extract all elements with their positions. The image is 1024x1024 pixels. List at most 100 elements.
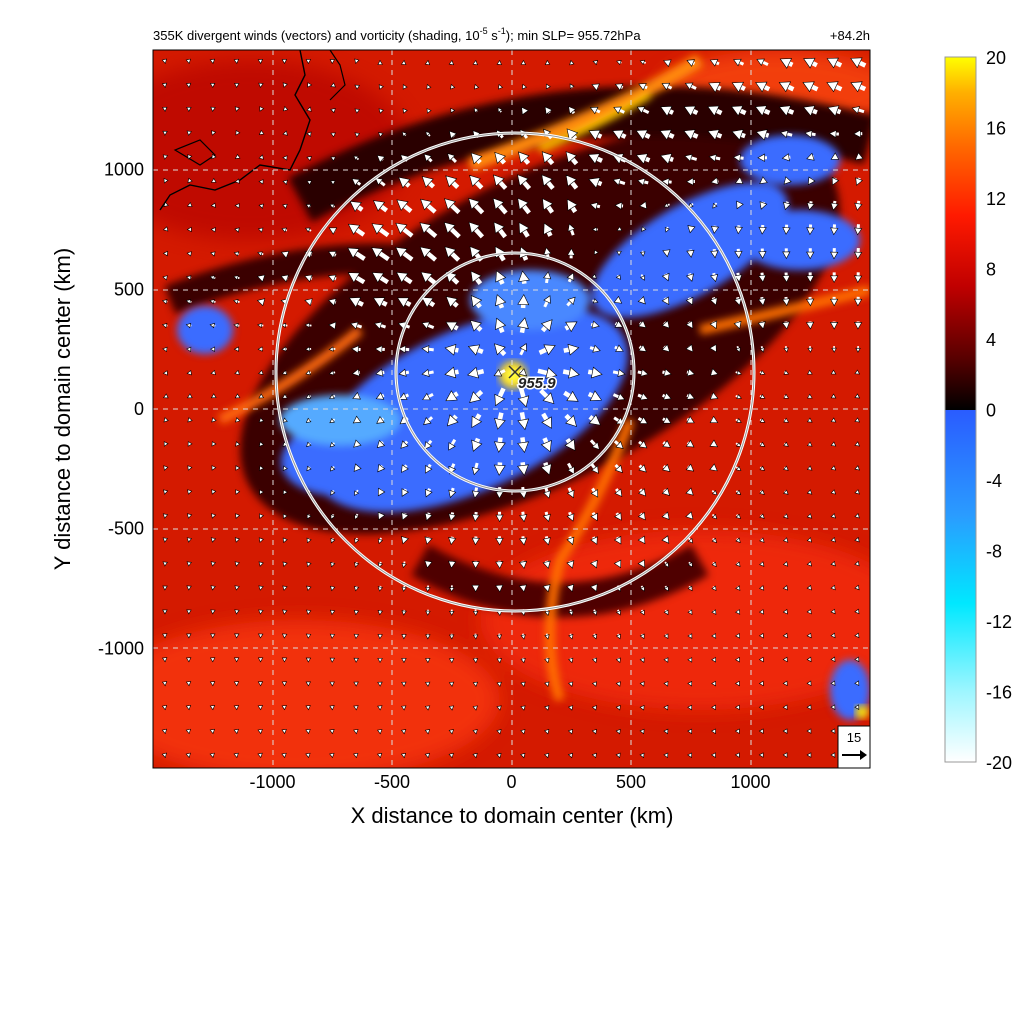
wind-vector <box>758 609 765 615</box>
wind-vector <box>805 296 815 307</box>
wind-vector <box>734 225 743 235</box>
wind-vector <box>544 657 550 664</box>
wind-vector <box>732 153 744 163</box>
wind-vector <box>283 489 288 496</box>
wind-vector <box>233 657 240 663</box>
wind-vector <box>282 203 288 209</box>
wind-vector <box>830 560 836 567</box>
wind-vector <box>638 344 647 352</box>
wind-vector <box>209 322 216 329</box>
wind-vector <box>522 83 528 90</box>
wind-vector <box>472 681 479 688</box>
wind-vector <box>830 393 837 399</box>
wind-vector <box>446 414 459 427</box>
wind-vector <box>354 513 360 520</box>
wind-vector <box>209 657 216 663</box>
wind-vector <box>562 366 580 379</box>
wind-vector <box>329 394 336 399</box>
colorbar-tick-label: -8 <box>986 542 1002 562</box>
wind-vector <box>636 106 650 114</box>
wind-vector <box>281 346 288 352</box>
wind-vector <box>517 151 531 165</box>
wind-vector <box>685 511 694 520</box>
wind-vector <box>281 633 288 639</box>
wind-vector <box>234 227 240 233</box>
wind-vector <box>305 657 312 663</box>
wind-vector <box>162 106 168 112</box>
wind-vector <box>496 681 502 688</box>
wind-vector <box>211 417 217 423</box>
colorbar-tick-label: -16 <box>986 683 1012 703</box>
wind-vector <box>378 108 384 114</box>
wind-vector <box>591 705 597 711</box>
wind-vector <box>447 153 457 163</box>
wind-vector <box>329 203 336 209</box>
wind-vector <box>854 393 861 399</box>
wind-vector <box>588 129 603 141</box>
wind-vector <box>374 345 385 354</box>
wind-vector <box>209 705 216 711</box>
wind-vector <box>735 633 740 639</box>
wind-vector <box>211 153 217 160</box>
wind-vector <box>685 296 694 306</box>
wind-vector <box>830 608 836 615</box>
wind-vector <box>161 299 168 305</box>
wind-vector <box>517 197 531 215</box>
wind-vector <box>257 227 264 233</box>
wind-vector <box>259 106 265 112</box>
wind-vector <box>185 681 192 687</box>
wind-vector <box>421 368 434 377</box>
wind-vector <box>539 388 555 405</box>
wind-vector <box>281 681 288 687</box>
wind-vector <box>803 57 818 69</box>
wind-vector <box>495 536 504 546</box>
wind-vector <box>469 174 484 190</box>
wind-vector <box>233 275 240 281</box>
wind-vector <box>830 537 836 543</box>
wind-vector <box>330 561 336 568</box>
wind-vector <box>736 200 744 210</box>
wind-vector <box>210 633 216 639</box>
wind-vector <box>234 561 240 567</box>
wind-vector <box>471 536 480 546</box>
wind-vector <box>640 274 645 281</box>
wind-vector <box>735 561 741 567</box>
wind-vector <box>517 386 530 408</box>
wind-vector <box>258 441 265 447</box>
wind-vector <box>587 390 603 402</box>
x-tick-label: 500 <box>616 772 646 792</box>
wind-vector <box>733 320 742 330</box>
wind-vector <box>258 129 265 136</box>
wind-vector <box>330 82 336 88</box>
wind-vector <box>495 270 507 285</box>
wind-vector <box>566 560 575 569</box>
wind-vector <box>449 609 455 616</box>
wind-vector <box>448 705 455 711</box>
wind-vector <box>685 177 695 186</box>
wind-vector <box>567 752 573 759</box>
wind-vector <box>304 322 312 329</box>
wind-vector <box>401 585 407 592</box>
wind-vector <box>353 657 359 663</box>
wind-vector <box>400 729 407 735</box>
wind-vector <box>448 729 454 735</box>
wind-vector <box>444 198 461 215</box>
wind-vector <box>542 511 551 523</box>
wind-vector <box>828 129 840 139</box>
y-tick-label: 0 <box>134 399 144 419</box>
wind-vector <box>401 658 407 664</box>
wind-vector <box>757 321 766 330</box>
wind-vector <box>544 106 553 115</box>
wind-vector <box>568 657 574 664</box>
wind-vector <box>735 465 742 472</box>
wind-vector <box>163 201 169 207</box>
wind-vector <box>235 513 241 519</box>
wind-vector <box>734 680 740 687</box>
wind-vector <box>686 59 696 67</box>
wind-vector <box>421 176 436 189</box>
wind-vector <box>566 128 579 141</box>
wind-vector <box>635 153 651 165</box>
wind-vector <box>517 462 529 476</box>
wind-vector <box>567 705 574 711</box>
wind-vector <box>163 417 169 423</box>
